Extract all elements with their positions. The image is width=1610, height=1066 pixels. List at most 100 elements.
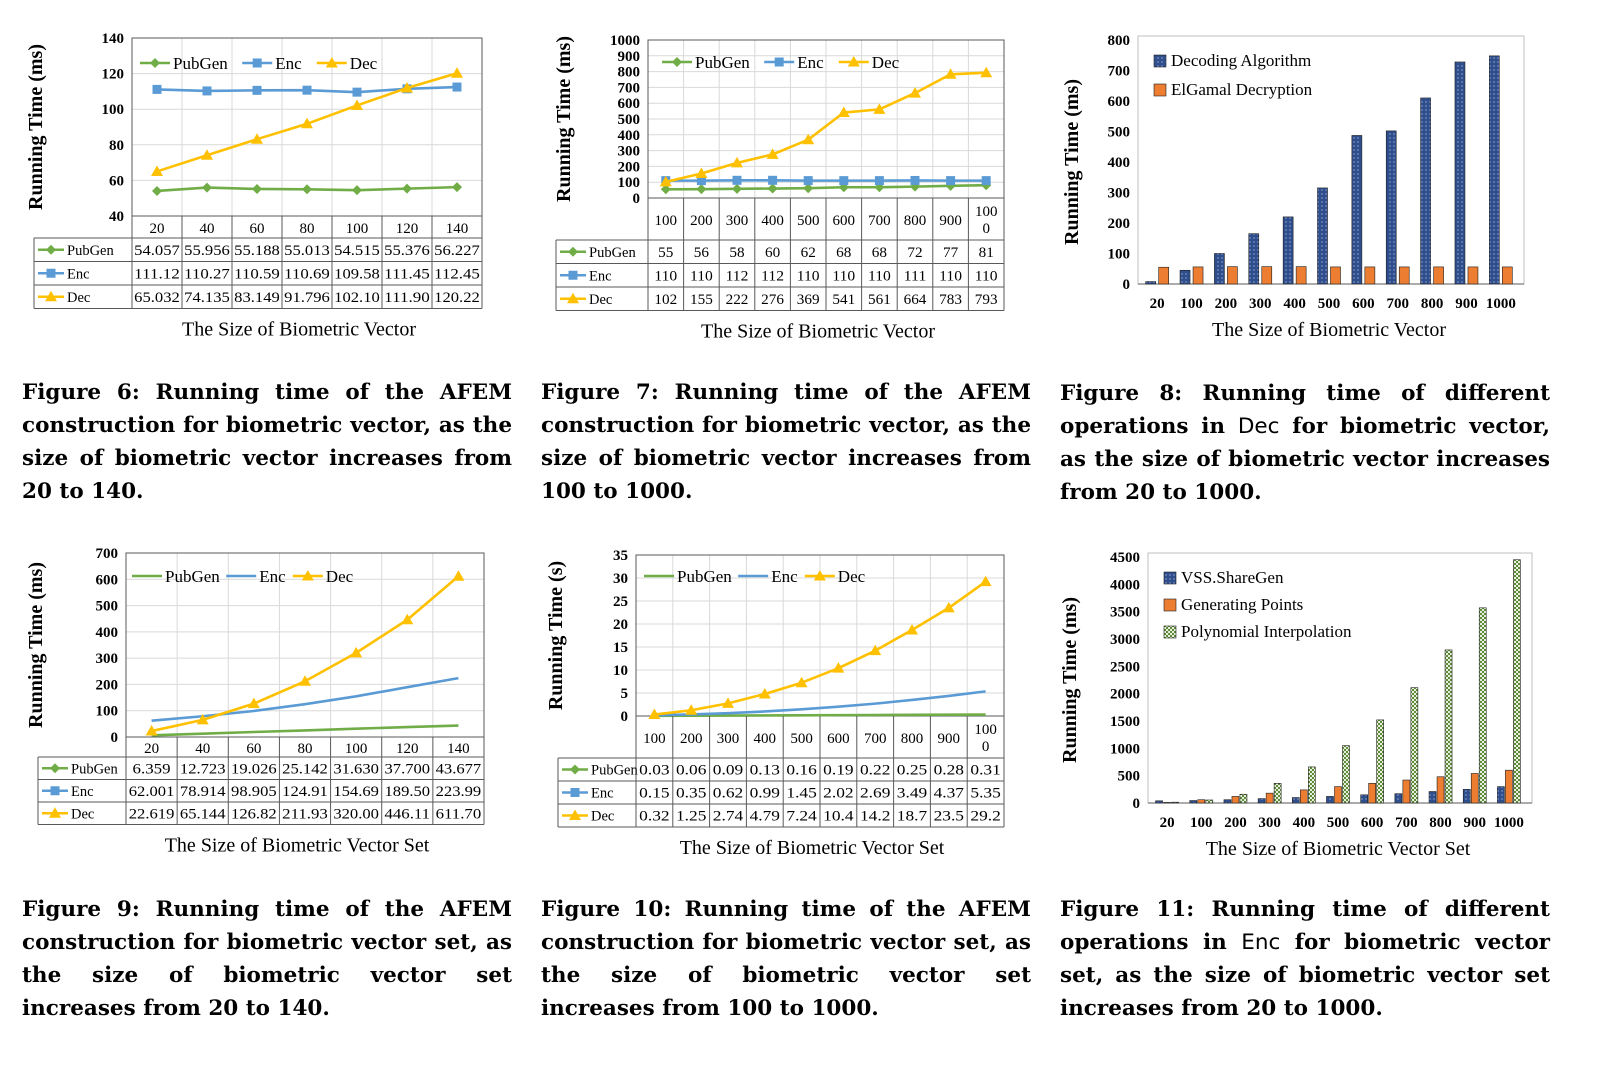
- data-point-dec: [979, 575, 992, 587]
- x-tick-label: 20: [144, 741, 159, 757]
- table-key-marker: [570, 788, 580, 797]
- figure-8-caption: Figure 8: Running time of different oper…: [1060, 377, 1550, 509]
- table-cell: 0.32: [639, 809, 669, 825]
- table-key-marker: [569, 809, 581, 820]
- bar-elgamal-decryption: [1364, 266, 1376, 285]
- x-tick-label: 80: [298, 741, 313, 757]
- legend-label-enc: Enc: [259, 567, 286, 586]
- bar-vss-sharegen: [1326, 796, 1334, 804]
- data-point-pubgen: [352, 185, 362, 196]
- bar-generating-points: [1505, 769, 1513, 804]
- table-cell: 111: [904, 268, 927, 284]
- bar-polynomial-interpolation: [1410, 687, 1419, 804]
- series-dec: [648, 575, 992, 720]
- table-cell: 77: [943, 245, 958, 261]
- data-point-dec: [722, 697, 734, 708]
- x-tick-label: 700: [1386, 296, 1409, 312]
- x-tick-label: 120: [396, 221, 419, 237]
- bar-generating-points: [1402, 779, 1411, 804]
- figure-8-caption-tail: for biometric vector, as the size of bio…: [1060, 414, 1550, 505]
- table-key-marker: [46, 244, 56, 255]
- y-tick-label: 500: [618, 112, 641, 128]
- table-cell: 110.27: [184, 266, 230, 282]
- table-row-header: Enc: [589, 268, 612, 284]
- x-tick-label: 60: [246, 741, 261, 757]
- table-cell: 65.144: [180, 806, 226, 822]
- y-tick-label: 700: [1108, 64, 1131, 80]
- table-cell: 111.90: [384, 290, 430, 306]
- table-cell: 124.91: [282, 784, 328, 800]
- figure-8-caption-code: Dec: [1237, 414, 1280, 439]
- data-point-pubgen: [452, 182, 462, 193]
- y-tick-label: 15: [613, 640, 628, 656]
- table-row-header: Dec: [591, 809, 614, 825]
- table-key-marker: [567, 292, 579, 304]
- x-tick-label: 500: [797, 213, 820, 229]
- bar-elgamal-decryption: [1192, 266, 1204, 285]
- x-tick-label: 400: [1293, 815, 1316, 831]
- data-point-dec: [695, 167, 708, 179]
- x-tick-label: 400: [761, 213, 784, 229]
- series-line-pubgen: [665, 183, 987, 191]
- series-line-pubgen: [151, 724, 459, 737]
- y-tick-label: 600: [96, 572, 119, 588]
- figure-11-chart: 0 500 1000 1500 2000 2500 3000 3500 4000 4500 20 10…: [1059, 545, 1540, 865]
- data-point-dec: [942, 601, 955, 613]
- y-tick-label: 4500: [1110, 550, 1140, 566]
- bar-polynomial-interpolation: [1444, 649, 1453, 804]
- table-cell: 112: [761, 268, 784, 284]
- table-cell: 0.25: [897, 763, 927, 779]
- x-tick-label: 120: [396, 741, 419, 757]
- table-key-marker: [50, 763, 60, 774]
- bar-generating-points: [1436, 776, 1445, 804]
- table-cell: 18.7: [897, 809, 927, 825]
- table-row-header: PubGen: [591, 763, 638, 779]
- y-tick-label: 0: [111, 730, 119, 746]
- bar-elgamal-decryption: [1295, 266, 1307, 285]
- table-cell: 2.74: [713, 809, 744, 825]
- y-tick-label: 5: [621, 686, 629, 702]
- table-cell: 112.45: [434, 266, 480, 282]
- table-cell: 12.723: [180, 761, 226, 777]
- legend-label: VSS.ShareGen: [1181, 568, 1284, 587]
- bar-polynomial-interpolation: [1273, 783, 1282, 804]
- bar-decoding-algorithm: [1317, 187, 1328, 285]
- x-tick-label: 0: [982, 739, 990, 755]
- legend-label: Decoding Algorithm: [1171, 51, 1311, 70]
- table-cell: 0.09: [713, 763, 743, 779]
- table-cell: 0.35: [676, 786, 706, 802]
- figure-8-caption-lead: Figure 8: Running time of different oper…: [1060, 381, 1550, 439]
- table-cell: 7.24: [786, 809, 817, 825]
- bar-elgamal-decryption: [1433, 266, 1444, 285]
- y-tick-label: 2000: [1110, 687, 1140, 703]
- table-cell: 60: [765, 245, 780, 261]
- legend-marker-dec: [325, 57, 338, 68]
- y-tick-label: 300: [1108, 186, 1131, 202]
- data-point-dec: [832, 662, 845, 673]
- table-cell: 110.69: [284, 266, 330, 282]
- legend-label-dec: Dec: [872, 53, 900, 72]
- y-tick-label: 40: [109, 209, 124, 225]
- series-pubgen: [654, 713, 986, 718]
- table-row-header: Dec: [71, 806, 94, 822]
- data-point-pubgen: [803, 183, 814, 194]
- x-tick-label: 700: [868, 213, 891, 229]
- legend-label: ElGamal Decryption: [1171, 80, 1313, 99]
- x-tick-label: 200: [690, 213, 713, 229]
- table-cell: 55.956: [184, 243, 230, 259]
- x-tick-label: 20: [1160, 815, 1175, 831]
- table-cell: 1.45: [786, 786, 816, 802]
- bar-generating-points: [1470, 773, 1479, 804]
- y-tick-label: 4000: [1110, 577, 1140, 593]
- x-tick-label: 100: [1180, 296, 1203, 312]
- bar-elgamal-decryption: [1467, 266, 1479, 285]
- legend-swatch: [1153, 83, 1167, 97]
- x-tick-label: 200: [1215, 296, 1238, 312]
- data-point-dec: [906, 623, 918, 635]
- data-point-pubgen: [152, 185, 162, 196]
- x-tick-label: 1000: [1494, 815, 1524, 831]
- table-cell: 4.79: [750, 809, 780, 825]
- x-tick-label: 20: [150, 221, 165, 237]
- x-tick-label: 800: [901, 731, 924, 747]
- bar-generating-points: [1368, 783, 1376, 804]
